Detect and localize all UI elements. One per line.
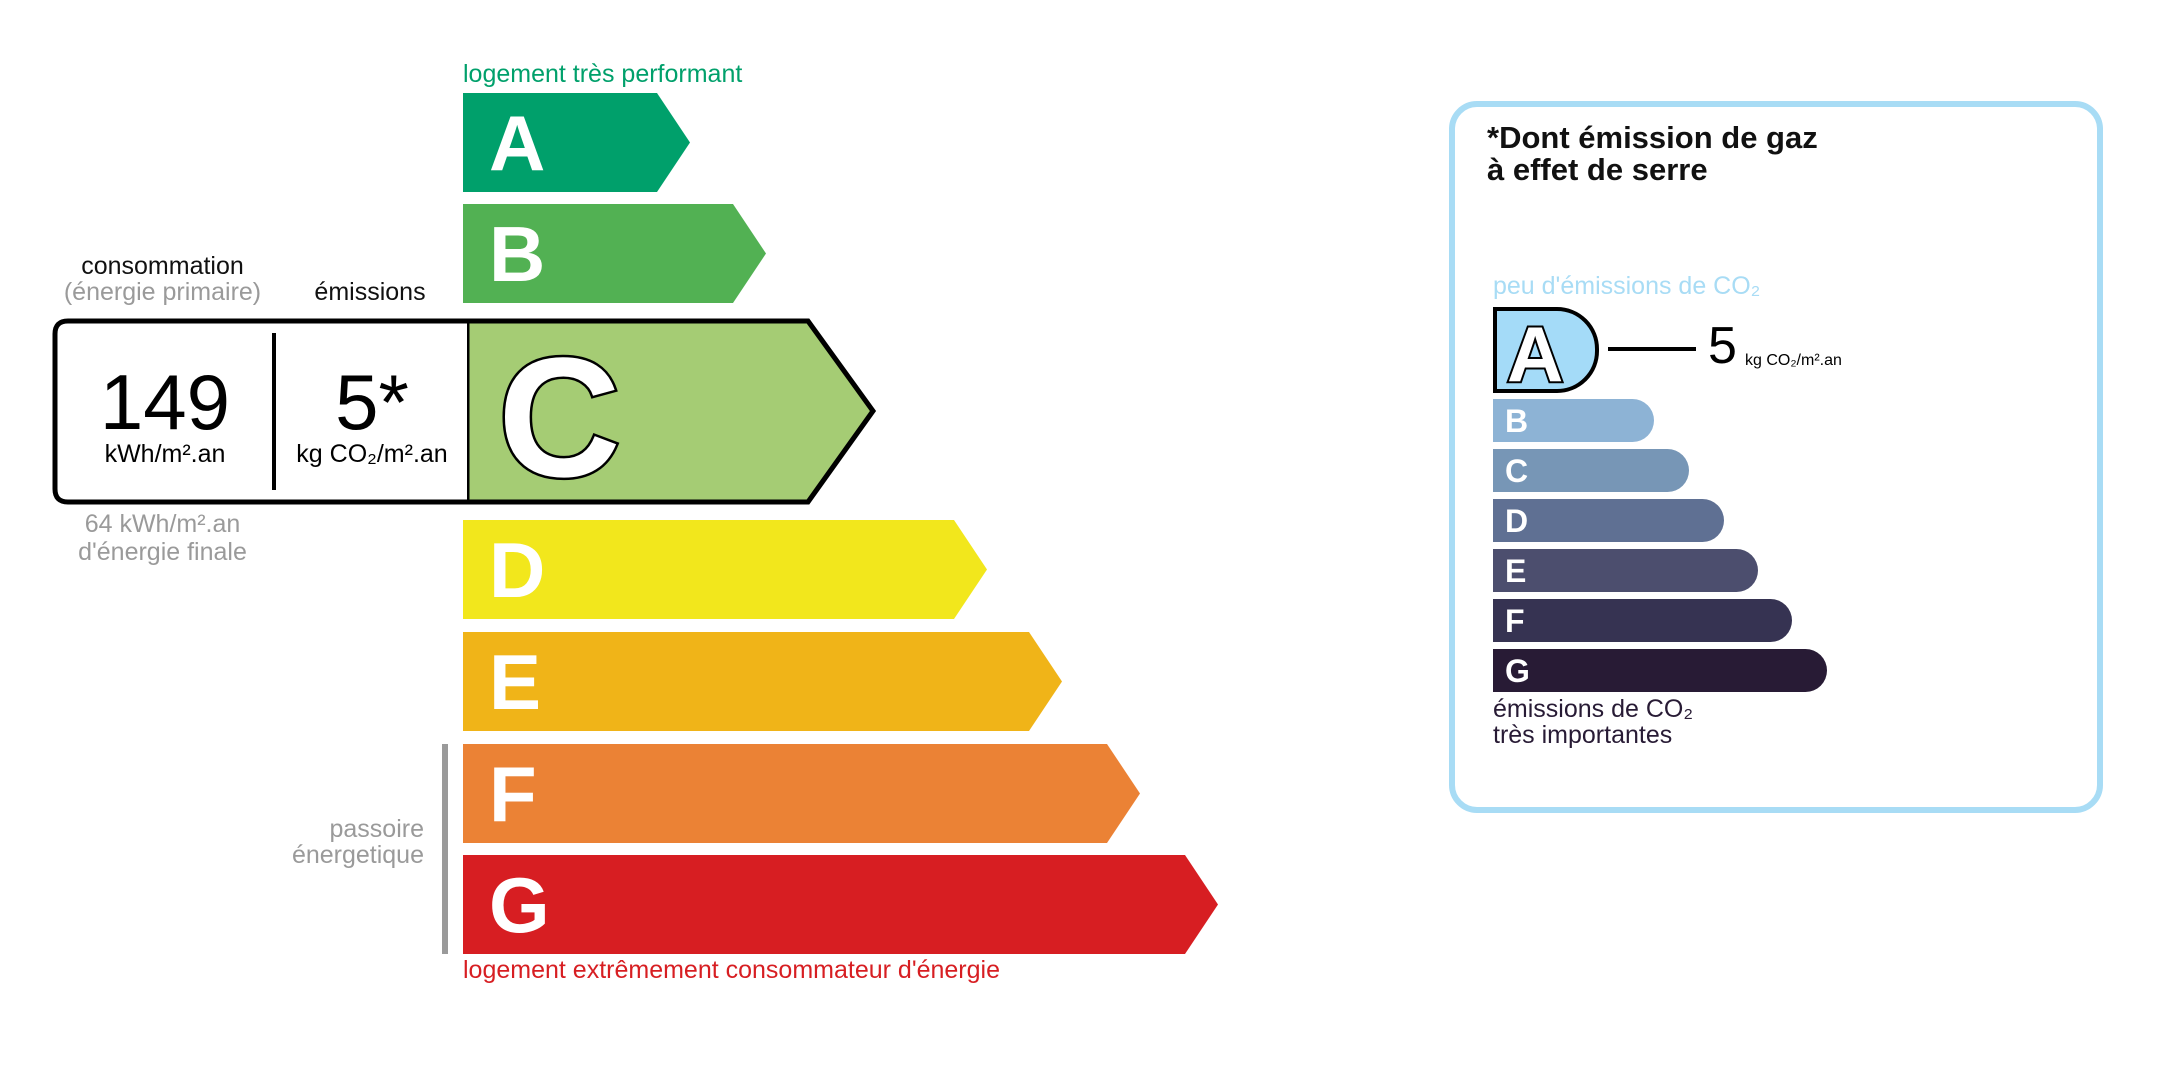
class-letter: F: [489, 750, 537, 838]
consumption-unit: kWh/m².an: [104, 440, 226, 468]
class-letter: F: [1505, 603, 1525, 639]
energy-class-f: F: [463, 744, 1140, 843]
class-letter: D: [1505, 503, 1529, 539]
consumption-value: 149: [99, 358, 231, 446]
ges-class-g: G: [1493, 649, 1827, 692]
class-letter: A: [489, 99, 546, 187]
ges-title-line2: à effet de serre: [1487, 152, 1708, 187]
passoire-line2: énergetique: [291, 841, 424, 869]
class-letter: E: [489, 638, 542, 726]
passoire-bracket: [442, 744, 448, 954]
ges-unit: kg CO₂/m².an: [1745, 352, 1842, 369]
ges-class-b: B: [1493, 399, 1654, 442]
energy-class-a: A: [463, 93, 690, 192]
ges-class-e: E: [1493, 549, 1758, 592]
energy-class-d: D: [463, 520, 987, 619]
class-letter: D: [489, 526, 546, 614]
ges-value: 5: [1708, 317, 1737, 375]
emissions-value: 5*: [335, 358, 409, 446]
ges-pointer-line: [1608, 347, 1696, 351]
class-letter: C: [1505, 453, 1529, 489]
consumption-title: consommation: [81, 252, 244, 280]
class-letter: A: [1507, 311, 1563, 389]
final-energy-value: 64 kWh/m².an: [84, 510, 241, 538]
bottom-label: logement extrêmement consommateur d'éner…: [463, 956, 1000, 984]
consumption-subtitle: (énergie primaire): [63, 278, 262, 306]
energy-class-b: B: [463, 204, 766, 303]
ges-bottom-line1: émissions de CO₂: [1493, 695, 1694, 723]
ges-class-d: D: [1493, 499, 1724, 542]
class-letter: E: [1505, 553, 1527, 589]
ges-bottom-line2: très importantes: [1493, 721, 1673, 749]
emissions-unit: kg CO₂/m².an: [296, 440, 448, 468]
energy-class-g: G: [463, 855, 1218, 954]
final-energy-label: d'énergie finale: [78, 538, 247, 566]
emissions-title: émissions: [314, 278, 426, 306]
class-letter: G: [1505, 653, 1530, 689]
class-letter: G: [489, 861, 550, 949]
class-letter: B: [489, 210, 546, 298]
top-label: logement très performant: [463, 60, 743, 88]
passoire-line1: passoire: [329, 815, 425, 843]
ges-panel: [1449, 101, 2103, 813]
ges-class-a: A: [1493, 307, 1599, 393]
value-box: [52, 318, 467, 505]
ges-title-line1: *Dont émission de gaz: [1487, 120, 1818, 155]
ges-class-f: F: [1493, 599, 1792, 642]
current-class-box: C: [52, 318, 877, 516]
energy-class-e: E: [463, 632, 1062, 731]
class-letter: B: [1505, 403, 1529, 439]
ges-top-label: peu d'émissions de CO₂: [1493, 272, 1761, 300]
class-letter: C: [498, 323, 621, 513]
ges-class-c: C: [1493, 449, 1689, 492]
